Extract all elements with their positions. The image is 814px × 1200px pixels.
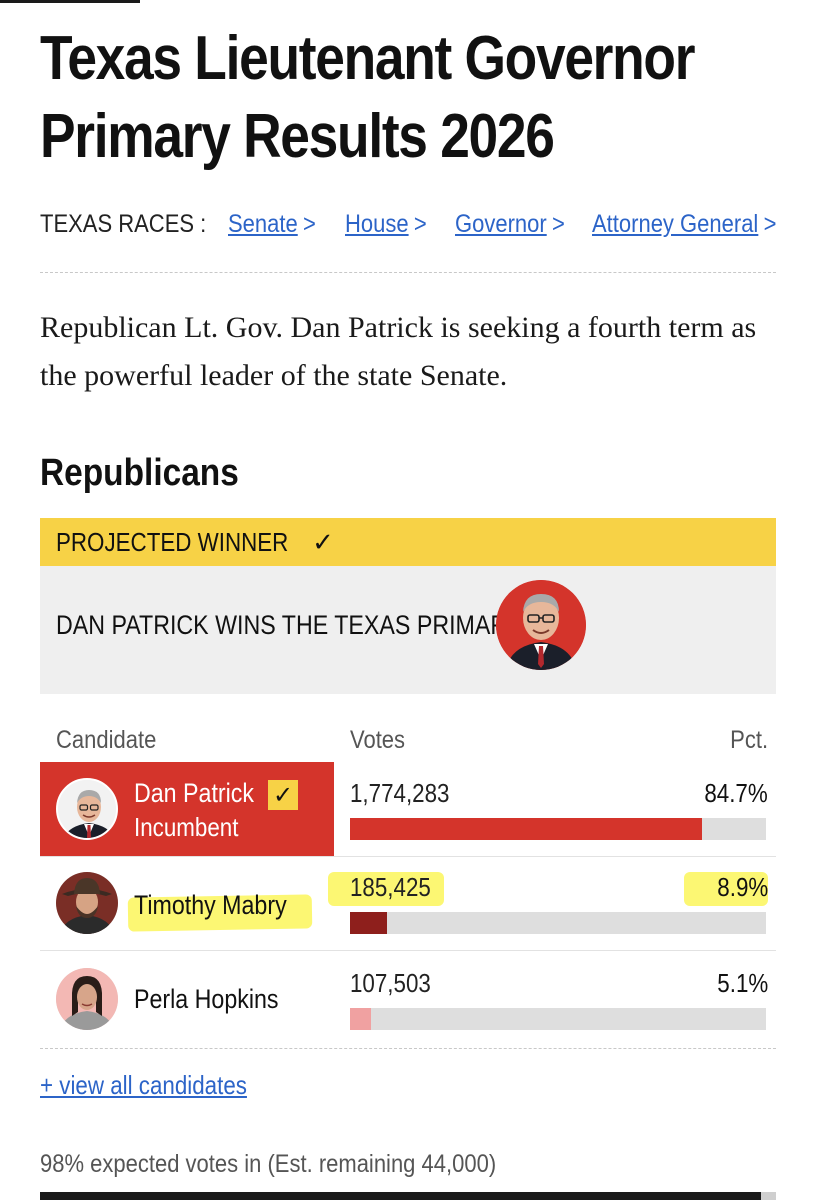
column-header-pct: Pct. [730,726,768,754]
projected-winner-box: PROJECTED WINNER ✓ DAN PATRICK WINS THE … [40,518,776,694]
vote-share-bar [350,912,766,934]
chevron-right-icon: > [413,209,427,238]
checkmark-icon: ✓ [312,526,334,557]
candidate-avatar [56,778,118,840]
race-link-attorney-general[interactable]: Attorney General > [592,209,776,239]
person-portrait-icon [56,968,118,1030]
section-title: Republicans [40,452,239,494]
expected-votes-text: 98% expected votes in (Est. remaining 44… [40,1150,497,1178]
person-portrait-icon [58,780,116,838]
race-link-house[interactable]: House > [345,210,442,239]
vote-share-bar-fill [350,818,703,840]
view-all-candidates-link[interactable]: + view all candidates [40,1070,247,1100]
page-title: Texas Lieutenant Governor Primary Result… [40,20,780,176]
vote-share-bar-fill [350,1008,372,1030]
race-nav-links: Senate > House > Governor > Attorney Genera… [208,210,782,239]
candidate-name: Timothy Mabry [134,890,287,920]
divider [40,272,776,273]
winner-headline: DAN PATRICK WINS THE TEXAS PRIMARY [56,610,523,640]
candidate-avatar [56,872,118,934]
candidate-note: Incumbent [134,812,239,842]
candidate-name: Perla Hopkins [134,984,279,1014]
candidate-votes: 107,503 [350,968,431,998]
highlighter-mark [684,872,768,906]
race-nav-label: TEXAS RACES : [40,209,207,238]
highlighter-mark [328,872,444,906]
person-portrait-icon [56,872,118,934]
vote-share-bar [350,818,766,840]
column-header-votes: Votes [350,726,406,754]
table-row: Dan Patrick ✓ Incumbent 1,774,283 84.7% [40,762,776,856]
race-link-label: Senate [228,209,298,238]
expected-votes-progress-fill [40,1192,762,1200]
page-title-line2: Primary Results 2026 [40,102,555,171]
row-divider [40,856,776,857]
row-divider [40,950,776,951]
table-row: Timothy Mabry 185,425 8.9% [40,856,776,950]
candidate-votes: 185,425 [350,872,431,902]
candidate-pct: 84.7% [704,778,768,808]
column-header-candidate: Candidate [56,726,157,754]
race-link-label: Attorney General [592,209,759,238]
checkmark-icon: ✓ [268,780,298,810]
race-link-senate[interactable]: Senate > [228,210,331,239]
race-nav: TEXAS RACES : Senate > House > Governor > A… [40,204,776,244]
candidate-pct: 5.1% [717,968,768,998]
candidate-name: Dan Patrick [134,778,255,808]
divider [40,1048,776,1049]
results-table-header: Candidate Votes Pct. [40,722,776,762]
chevron-right-icon: > [551,209,565,238]
candidate-cell: Timothy Mabry [40,856,334,950]
candidate-pct: 8.9% [717,872,768,902]
intro-text: Republican Lt. Gov. Dan Patrick is seeki… [40,311,757,392]
chevron-right-icon: > [303,209,316,238]
candidate-avatar [56,968,118,1030]
winner-avatar [496,580,586,670]
vote-share-bar-fill [350,912,388,934]
page-title-line1: Texas Lieutenant Governor [40,24,695,93]
candidate-cell: Perla Hopkins [40,952,334,1046]
table-row: Perla Hopkins 107,503 5.1% [40,952,776,1046]
vote-share-bar [350,1008,766,1030]
candidate-votes: 1,774,283 [350,778,450,808]
race-link-label: House [345,209,409,238]
candidate-cell: Dan Patrick ✓ Incumbent [40,762,334,856]
person-portrait-icon [496,580,586,670]
race-link-governor[interactable]: Governor > [455,210,576,239]
chevron-right-icon: > [763,209,777,238]
projected-winner-label: PROJECTED WINNER [56,526,289,557]
expected-votes-progress [40,1192,776,1200]
top-rule [0,0,140,3]
projected-winner-banner: PROJECTED WINNER ✓ [40,518,776,566]
race-link-label: Governor [455,209,547,238]
